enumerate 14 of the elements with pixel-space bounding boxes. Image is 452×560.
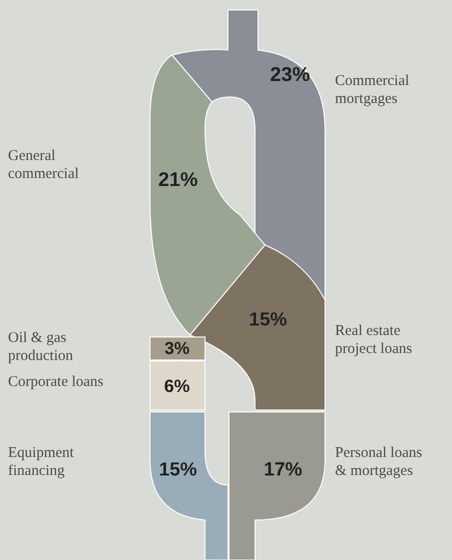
data-label: 21% [158, 169, 198, 191]
category-label: Equipment financing [8, 445, 78, 479]
category-label: Personal loans & mortgages [335, 445, 426, 479]
data-label: 15% [159, 460, 198, 480]
category-label: General commercial [8, 148, 79, 182]
data-label: 23% [270, 64, 310, 86]
data-label: 3% [164, 338, 190, 358]
category-label: Real estate project loans [335, 323, 412, 357]
category-label: Commercial mortgages [335, 73, 413, 107]
category-label: Oil & gas production [8, 330, 74, 364]
data-label: 15% [249, 310, 288, 330]
data-label: 6% [164, 376, 190, 396]
data-label: 17% [264, 460, 302, 480]
category-label: Corporate loans [8, 374, 104, 390]
